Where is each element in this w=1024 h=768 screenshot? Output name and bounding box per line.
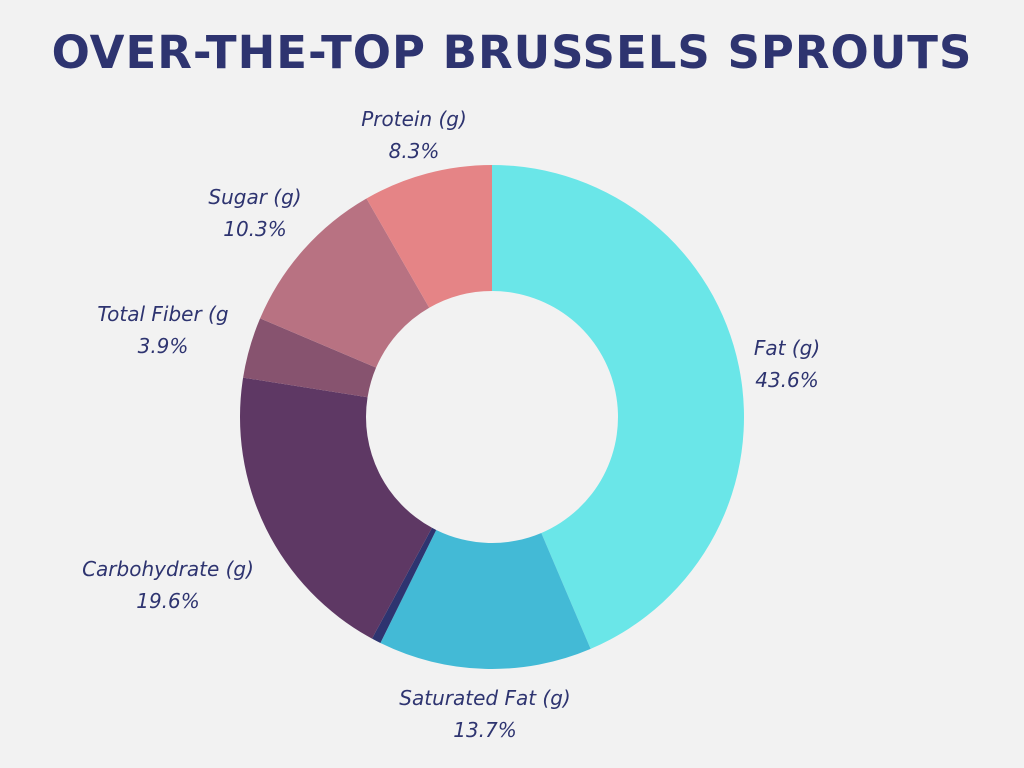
- donut-slices: [240, 165, 745, 670]
- slice-label: Protein (g): [361, 107, 467, 131]
- chart-title: OVER-THE-TOP BRUSSELS SPROUTS: [51, 26, 973, 79]
- slice-value-label: 10.3%: [223, 217, 287, 241]
- donut-slice: [243, 318, 377, 398]
- donut-slice: [380, 529, 591, 670]
- slice-label: Total Fiber (g: [97, 302, 228, 326]
- slice-label: Carbohydrate (g): [82, 557, 254, 581]
- donut-slice: [240, 377, 432, 639]
- donut-slice: [492, 165, 745, 649]
- donut-slice: [260, 198, 430, 368]
- slice-label: Sugar (g): [208, 185, 301, 209]
- donut-slice: [366, 165, 492, 308]
- slice-value-label: 19.6%: [136, 589, 200, 613]
- slice-value-label: 8.3%: [389, 139, 440, 163]
- slice-label: Saturated Fat (g): [399, 686, 570, 710]
- slice-value-label: 43.6%: [755, 368, 819, 392]
- donut-slice: [371, 527, 437, 643]
- slice-label: Fat (g): [754, 336, 820, 360]
- slice-value-label: 13.7%: [453, 718, 517, 742]
- slice-value-label: 3.9%: [138, 334, 189, 358]
- slice-labels: Fat (g) 43.6% Saturated Fat (g) 13.7% Carboh…: [82, 107, 820, 742]
